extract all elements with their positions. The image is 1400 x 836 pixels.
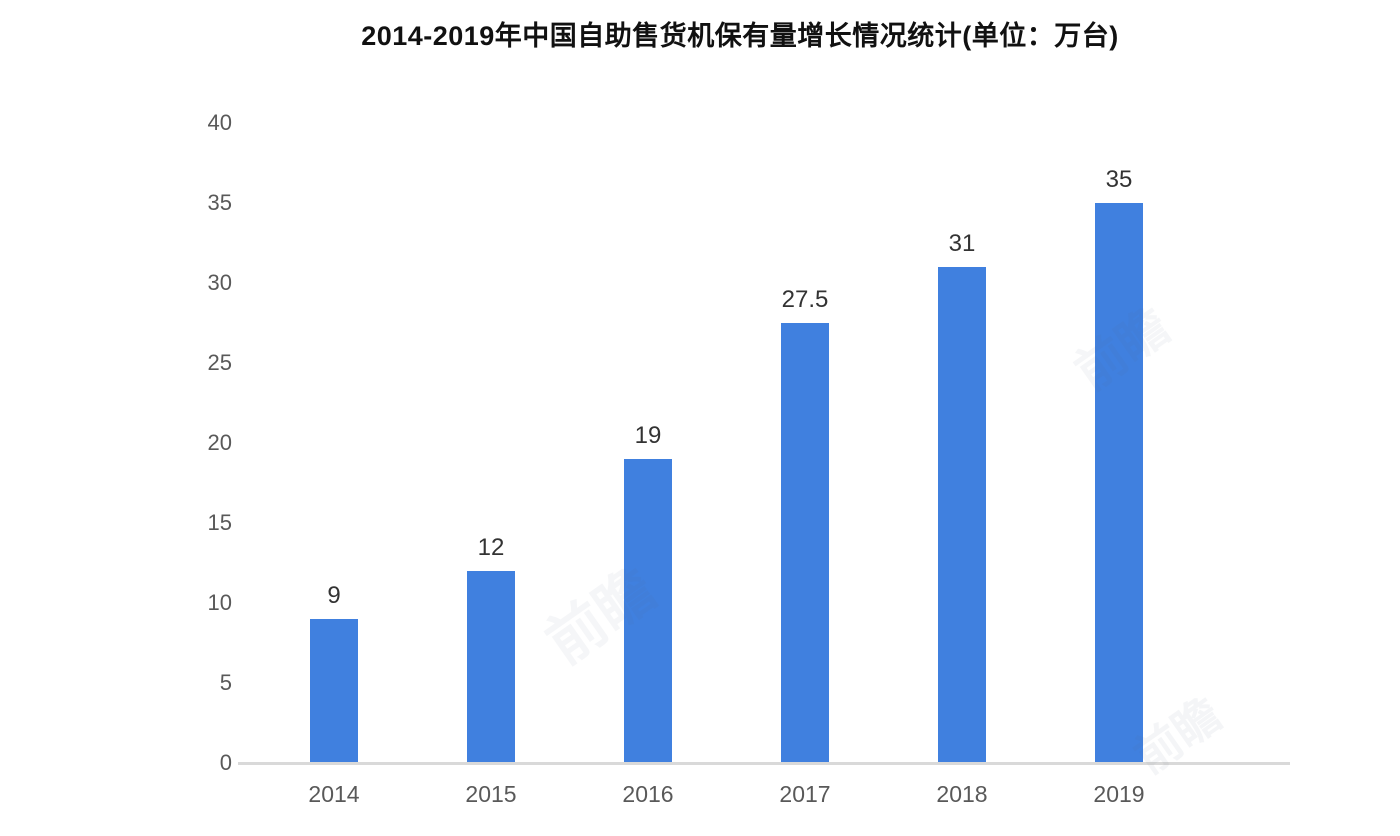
x-axis-category-label: 2017 [779, 781, 831, 807]
y-axis-tick-label: 0 [219, 750, 232, 775]
bar-2018 [938, 267, 986, 763]
y-axis-tick-label: 25 [207, 350, 232, 375]
bar-2019 [1095, 203, 1143, 763]
bar-value-label: 9 [327, 582, 341, 609]
bar-2017 [781, 323, 829, 763]
bar-value-label: 27.5 [781, 286, 829, 313]
y-axis-tick-label: 5 [219, 670, 232, 695]
chart-title: 2014-2019年中国自助售货机保有量增长情况统计(单位：万台) [361, 21, 1119, 51]
x-axis-category-label: 2014 [308, 781, 360, 807]
y-axis-tick-label: 20 [207, 430, 232, 455]
y-axis-tick-label: 35 [207, 190, 232, 215]
y-axis-tick-label: 10 [207, 590, 232, 615]
y-axis-tick-label: 15 [207, 510, 232, 535]
y-axis: 0 5 10 15 20 25 30 35 40 [140, 110, 232, 775]
x-axis-line [238, 762, 1290, 765]
x-axis-category-label: 2016 [622, 781, 674, 807]
x-axis-category-label: 2019 [1093, 781, 1145, 807]
bar-2014 [310, 619, 358, 763]
x-axis-category-label: 2015 [465, 781, 517, 807]
x-axis-category-label: 2018 [936, 781, 988, 807]
y-axis-tick-label: 40 [207, 110, 232, 135]
y-axis-tick-label: 30 [207, 270, 232, 295]
bar-2015 [467, 571, 515, 763]
plot-area: 9 2014 12 2015 19 2016 27.5 2017 31 2018 35 2019 [245, 123, 1290, 808]
bar-value-label: 35 [1105, 166, 1133, 193]
bar-value-label: 19 [634, 422, 662, 449]
bar-2016 [624, 459, 672, 763]
bar-value-label: 12 [477, 534, 505, 561]
bar-value-label: 31 [948, 230, 976, 257]
